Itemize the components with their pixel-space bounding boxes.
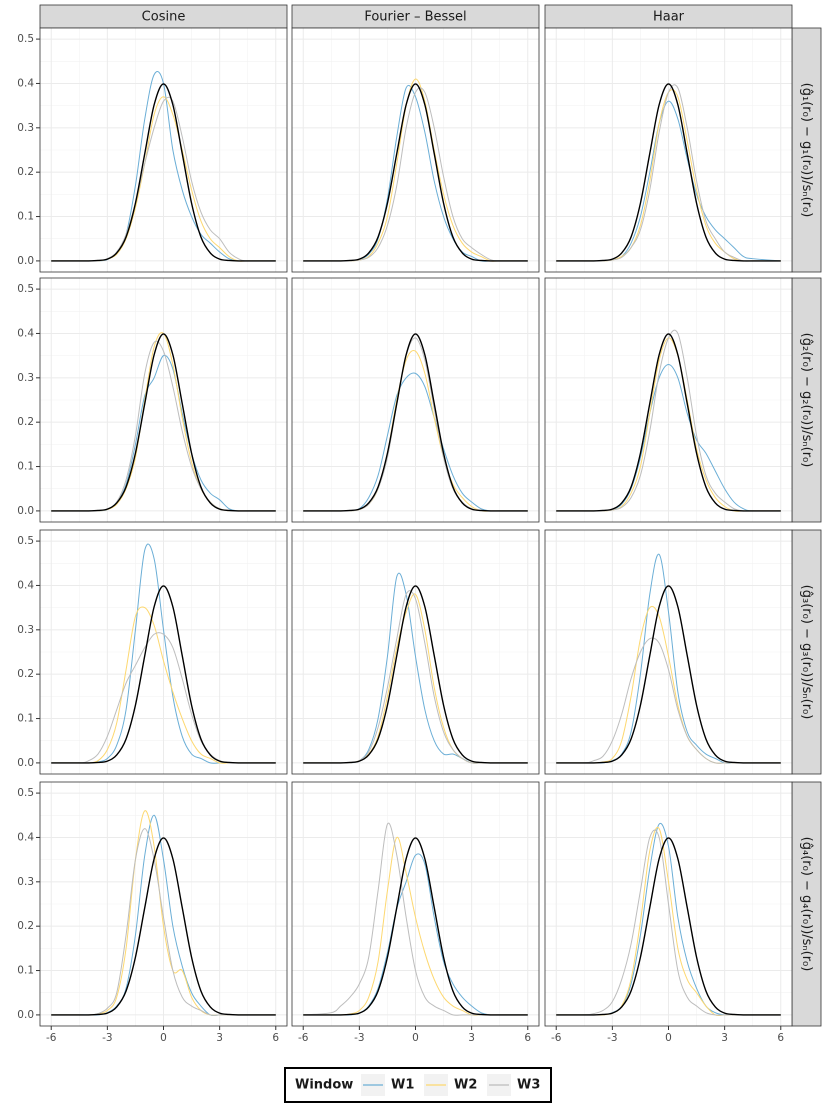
density-line bbox=[303, 585, 528, 764]
y-tick-label: 0.1 bbox=[17, 965, 34, 977]
panel-border bbox=[544, 781, 793, 1027]
panel-border bbox=[39, 27, 288, 273]
density-line bbox=[556, 83, 781, 262]
density-line bbox=[303, 837, 528, 1016]
y-tick-label: 0.1 bbox=[17, 461, 34, 473]
strip-background bbox=[791, 27, 822, 273]
panel-border bbox=[291, 781, 540, 1027]
y-tick-label: 0.5 bbox=[17, 33, 34, 45]
y-tick-label: 0.2 bbox=[17, 668, 34, 680]
x-tick-label: 0 bbox=[412, 1032, 419, 1044]
y-tick-label: 0.4 bbox=[17, 77, 34, 89]
x-tick-label: 3 bbox=[721, 1032, 728, 1044]
y-tick-label: 0.2 bbox=[17, 920, 34, 932]
density-line bbox=[51, 83, 276, 262]
x-tick-label: 3 bbox=[468, 1032, 475, 1044]
panel-border bbox=[39, 277, 288, 523]
panel-border bbox=[544, 529, 793, 775]
x-tick-label: -6 bbox=[551, 1032, 562, 1044]
density-line bbox=[51, 333, 276, 512]
y-tick-label: 0.0 bbox=[17, 255, 34, 267]
legend-label: W3 bbox=[517, 1078, 540, 1093]
strip-label: Haar bbox=[653, 10, 685, 25]
strip-label: Fourier – Bessel bbox=[364, 10, 466, 25]
x-tick-label: -3 bbox=[354, 1032, 364, 1044]
y-tick-label: 0.4 bbox=[17, 579, 34, 591]
x-tick-label: 6 bbox=[272, 1032, 279, 1044]
y-tick-label: 0.3 bbox=[17, 122, 34, 134]
legend-label: W1 bbox=[391, 1078, 414, 1093]
density-line bbox=[556, 585, 781, 764]
y-tick-label: 0.3 bbox=[17, 624, 34, 636]
x-tick-label: 0 bbox=[665, 1032, 672, 1044]
y-tick-label: 0.5 bbox=[17, 283, 34, 295]
y-tick-label: 0.0 bbox=[17, 1009, 34, 1021]
legend-title: Window bbox=[295, 1078, 353, 1093]
density-line bbox=[556, 333, 781, 512]
y-tick-label: 0.3 bbox=[17, 372, 34, 384]
y-tick-label: 0.4 bbox=[17, 831, 34, 843]
strip-label: Cosine bbox=[142, 10, 186, 25]
density-line bbox=[51, 606, 276, 764]
strip-background bbox=[791, 781, 822, 1027]
density-line bbox=[556, 837, 781, 1016]
strip-label: (ĝ₃(r₀) − g₃(r₀))/sₙ(r₀) bbox=[799, 585, 814, 720]
x-tick-label: -3 bbox=[607, 1032, 617, 1044]
panel-border bbox=[291, 529, 540, 775]
density-line bbox=[303, 333, 528, 512]
panel-border bbox=[39, 781, 288, 1027]
y-tick-label: 0.2 bbox=[17, 166, 34, 178]
y-tick-label: 0.1 bbox=[17, 713, 34, 725]
x-tick-label: 6 bbox=[777, 1032, 784, 1044]
x-tick-label: 0 bbox=[160, 1032, 167, 1044]
panel-border bbox=[291, 277, 540, 523]
x-tick-label: -6 bbox=[298, 1032, 309, 1044]
x-tick-label: -6 bbox=[46, 1032, 57, 1044]
strip-background bbox=[791, 529, 822, 775]
y-tick-label: 0.0 bbox=[17, 757, 34, 769]
density-line bbox=[303, 83, 528, 262]
y-tick-label: 0.1 bbox=[17, 211, 34, 223]
panel-border bbox=[39, 529, 288, 775]
density-line bbox=[51, 837, 276, 1016]
x-tick-label: 6 bbox=[524, 1032, 531, 1044]
y-tick-label: 0.2 bbox=[17, 416, 34, 428]
x-tick-label: 3 bbox=[216, 1032, 223, 1044]
x-tick-label: -3 bbox=[102, 1032, 112, 1044]
y-tick-label: 0.5 bbox=[17, 787, 34, 799]
legend-label: W2 bbox=[454, 1078, 477, 1093]
strip-label: (ĝ₄(r₀) − g₄(r₀))/sₙ(r₀) bbox=[799, 837, 814, 972]
panel-border bbox=[544, 277, 793, 523]
y-tick-label: 0.4 bbox=[17, 327, 34, 339]
strip-label: (ĝ₂(r₀) − g₂(r₀))/sₙ(r₀) bbox=[799, 333, 814, 468]
y-tick-label: 0.0 bbox=[17, 505, 34, 517]
strip-label: (ĝ₁(r₀) − g₁(r₀))/sₙ(r₀) bbox=[799, 83, 814, 218]
y-tick-label: 0.3 bbox=[17, 876, 34, 888]
density-line bbox=[51, 585, 276, 764]
panel-border bbox=[291, 27, 540, 273]
strip-background bbox=[791, 277, 822, 523]
y-tick-label: 0.5 bbox=[17, 535, 34, 547]
panel-border bbox=[544, 27, 793, 273]
